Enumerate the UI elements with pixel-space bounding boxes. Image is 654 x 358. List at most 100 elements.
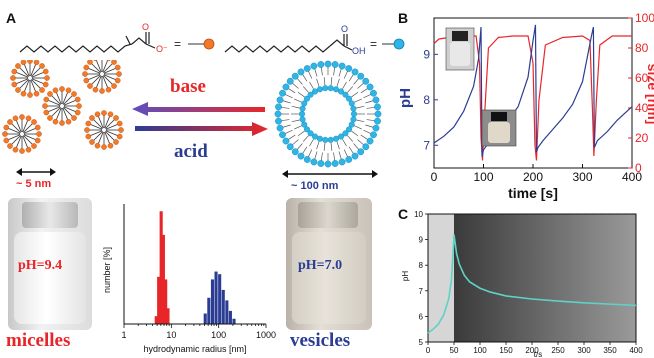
vesicle-outer-head xyxy=(345,156,353,163)
chart-b-right-tick-label: 0 xyxy=(635,161,642,175)
vesicle-inner-head xyxy=(337,88,344,95)
chart-c-y-tick-label: 6 xyxy=(419,312,424,321)
hist-bar xyxy=(161,234,165,324)
vesicle-outer-head xyxy=(366,137,374,145)
vesicle-outer-head xyxy=(310,158,318,166)
vesicle-inner-head xyxy=(316,86,323,93)
micelle-1 xyxy=(10,60,50,98)
hist-bar xyxy=(218,274,222,324)
vesicle-inner-head xyxy=(333,86,340,93)
hist-x-tick-label: 1000 xyxy=(256,330,276,340)
vesicle-outer-head xyxy=(372,124,380,132)
carboxylate-chain xyxy=(19,43,133,53)
vesicle-outer-head xyxy=(317,160,325,167)
vesicle-outer-head xyxy=(317,61,325,68)
vesicle-inner-head xyxy=(346,95,353,102)
chart-c-x-tick-label: 350 xyxy=(603,346,617,355)
size-series-line xyxy=(433,35,632,161)
chart-b-right-tick-label: 100 xyxy=(635,11,654,25)
vesicle-inner-head xyxy=(299,111,306,118)
chart-c-x-tick-label: 200 xyxy=(525,346,539,355)
hist-x-tick-label: 1 xyxy=(121,330,126,340)
vesicle-diagram xyxy=(274,60,382,168)
vesicle-ph-label: pH=7.0 xyxy=(298,258,343,273)
chart-c-plot-bg-turbid xyxy=(454,214,636,342)
vesicle-outer-head xyxy=(366,83,374,91)
vesicle-outer-head xyxy=(276,96,284,104)
micelle-size-label: ~ 5 nm xyxy=(16,178,52,190)
micelle-ph-label: pH=9.4 xyxy=(18,258,63,273)
vesicle-outer-head xyxy=(357,148,365,156)
vesicle-inner-head xyxy=(337,133,344,140)
vesicle-inner-head xyxy=(307,91,314,98)
vesicle-outer-head xyxy=(275,103,282,111)
vesicle-inner-head xyxy=(342,130,349,137)
micelle-4 xyxy=(2,114,42,154)
chart-b-right-tick-label: 40 xyxy=(635,101,649,115)
hist-x-tick-label: 10 xyxy=(166,330,176,340)
vesicle-outer-head xyxy=(310,62,318,70)
vesicle-outer-head xyxy=(286,143,294,151)
chart-b-left-tick-label: 7 xyxy=(423,138,430,152)
vesicles-label: vesicles xyxy=(290,330,351,351)
vesicle-outer-head xyxy=(282,137,290,145)
vesicle-outer-head xyxy=(351,152,359,160)
chart-c-x-tick-label: 300 xyxy=(577,346,591,355)
equals-sign-2: = xyxy=(370,37,377,51)
chart-b-right-tick-label: 60 xyxy=(635,71,649,85)
chart-b-right-label: size [nm] xyxy=(645,64,654,125)
vesicle-outer-head xyxy=(351,68,359,76)
vesicle-inner-head xyxy=(301,100,308,107)
vesicle-outer-head xyxy=(276,124,284,132)
chart-b-x-tick-label: 400 xyxy=(622,170,642,184)
micelle-cluster xyxy=(2,60,124,154)
vesicle-outer-head xyxy=(291,148,299,156)
vesicle-inner-head xyxy=(327,85,334,92)
hist-x-tick-label: 100 xyxy=(211,330,226,340)
vesicle-inner-head xyxy=(333,135,340,142)
chart-b: 0 100 200 300 400 7 8 9 0 20 40 60 80 100 time [s] pH… xyxy=(397,11,654,201)
hist-bar xyxy=(159,211,163,324)
hist-bar xyxy=(214,271,218,324)
hist-bar xyxy=(210,279,215,324)
hist-bar xyxy=(225,300,229,324)
chart-c-y-tick-label: 8 xyxy=(419,261,424,270)
vesicle-outer-head xyxy=(279,89,286,97)
micelles-label: micelles xyxy=(6,330,71,351)
inset-vial-clear xyxy=(445,27,475,71)
acid-chain xyxy=(224,45,331,53)
vesicle-outer-head xyxy=(362,77,370,85)
hist-bar xyxy=(164,279,168,324)
vesicle-outer-head xyxy=(275,117,282,125)
vesicle-outer-head xyxy=(370,89,377,97)
hist-bar xyxy=(228,310,232,324)
chart-c-y-tick-label: 9 xyxy=(419,236,424,245)
vesicle-inner-head xyxy=(346,126,353,133)
vesicle-size-arrow xyxy=(282,170,378,178)
base-label: base xyxy=(170,76,206,97)
chart-b-x-tick-label: 100 xyxy=(473,170,493,184)
inset-vial-turbid xyxy=(481,109,517,147)
chart-b-right-tick-label: 80 xyxy=(635,41,649,55)
dls-histogram: 1 10 100 1000 hydrodynamic radius [nm] numb… xyxy=(102,204,276,354)
chart-b-x-tick-label: 300 xyxy=(572,170,592,184)
panel-a-letter: A xyxy=(6,10,17,26)
micelle-size-arrow xyxy=(16,168,56,176)
micelle-vial: pH=9.4 xyxy=(8,198,92,330)
vesicle-inner-head xyxy=(307,130,314,137)
chart-c: 0 50 100 150 200 250 300 350 400 5 6 7 8 9 10 t/s pH xyxy=(401,210,643,358)
vesicle-outer-head xyxy=(303,65,311,72)
hist-bar xyxy=(154,316,158,324)
vesicle-inner-head xyxy=(303,95,310,102)
chart-b-left-tick-label: 8 xyxy=(423,93,430,107)
hist-bar xyxy=(203,313,207,324)
chart-c-x-tick-label: 400 xyxy=(629,346,643,355)
acid-label: acid xyxy=(174,141,208,162)
vesicle-outer-head xyxy=(345,65,353,72)
hist-bar xyxy=(221,289,225,324)
surfactant-structures: O O⁻ = O OH = xyxy=(19,22,394,56)
vesicle-inner-head xyxy=(342,91,349,98)
equilibrium-arrows xyxy=(132,102,268,136)
vesicle-vial: pH=7.0 xyxy=(286,198,372,330)
panel-b-letter: B xyxy=(398,10,409,26)
